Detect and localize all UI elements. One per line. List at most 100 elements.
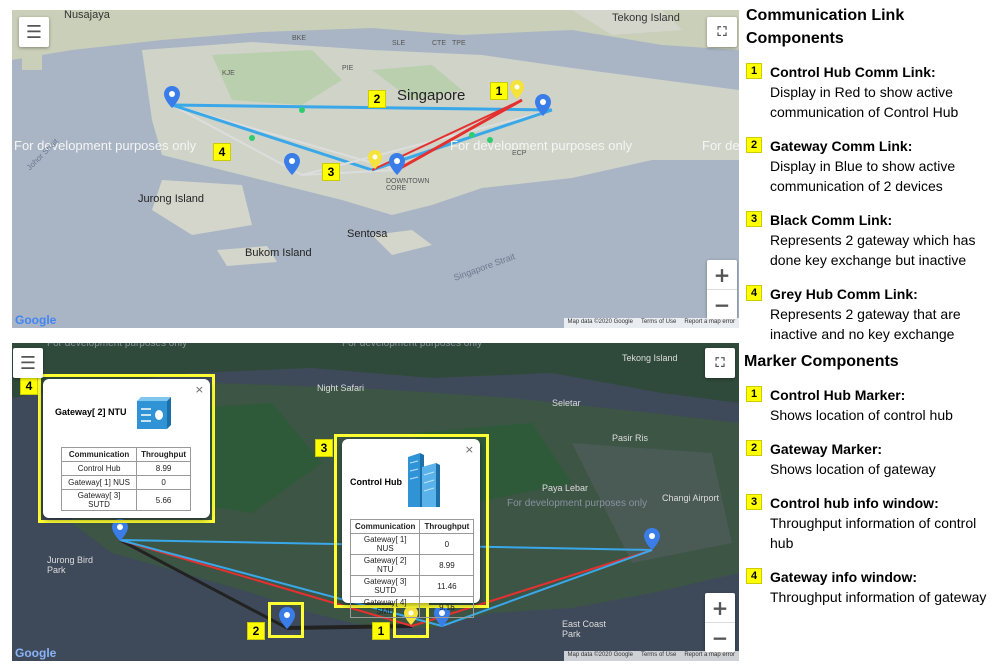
table-cell: Gateway[ 2] NTU (349, 554, 421, 576)
zoom-control: + − (705, 593, 735, 652)
label-changi: Changi Airport (662, 493, 720, 503)
legend-markers: Marker Components 1 Control Hub Marker: S… (740, 350, 1000, 621)
legend-item-desc: Shows location of control hub (770, 407, 953, 423)
label-downtown: DOWNTOWN CORE (386, 178, 430, 192)
hub-throughput-table: Communication Throughput Gateway[ 1] NUS… (349, 519, 475, 618)
label-tekong: Tekong Island (612, 12, 680, 24)
label-east-coast: East Coast Park (562, 619, 607, 639)
zoom-in-button[interactable]: + (713, 262, 731, 287)
zoom-divider (707, 289, 737, 290)
report-link[interactable]: Report a map error (684, 319, 735, 325)
table-cell: 8.99 (419, 554, 475, 576)
label-jurong-bird: Jurong Bird Park (47, 555, 94, 575)
legend-markers-heading: Marker Components (744, 353, 899, 370)
gateway-marker[interactable] (284, 153, 300, 177)
gateway-window-title: Gateway[ 2] NTU (55, 407, 127, 417)
legend-badge: 4 (746, 285, 762, 301)
watermark: For development purposes only (450, 138, 633, 153)
label-jurong-island: Jurong Island (138, 193, 205, 205)
table-cell: 0 (419, 533, 475, 555)
close-icon[interactable]: × (194, 383, 204, 396)
map-footer: Map data ©2020 Google Terms of Use Repor… (563, 318, 739, 328)
terms-link[interactable]: Terms of Use (640, 319, 677, 325)
gateway-marker[interactable] (644, 528, 660, 552)
legend-item-title: Gateway info window: (770, 569, 918, 585)
label-road-ecp: ECP (512, 150, 527, 157)
map-top[interactable]: For development purposes only For develo… (12, 10, 739, 328)
menu-icon: ☰ (19, 352, 37, 374)
label-road-bke: BKE (292, 35, 307, 42)
legend-item-desc: Display in Blue to show active communica… (770, 158, 956, 194)
zoom-in-button[interactable]: + (711, 595, 729, 620)
watermark: For development purposes only (47, 343, 188, 349)
badge-control-hub-link: 1 (490, 82, 508, 100)
table-cell: 8.99 (136, 461, 191, 476)
control-hub-marker[interactable] (510, 80, 524, 100)
table-cell: 9.16 (419, 596, 475, 618)
menu-button[interactable]: ☰ (13, 348, 43, 378)
google-logo-text: Google (15, 313, 57, 327)
table-cell: 11.46 (419, 575, 475, 597)
gateway-throughput-table: Communication Throughput Control Hub 8.9… (60, 447, 191, 511)
terms-link[interactable]: Terms of Use (640, 652, 677, 658)
legend-badge: 2 (746, 137, 762, 153)
legend-item: 2 Gateway Comm Link: Display in Blue to s… (740, 136, 1000, 196)
legend-item: 3 Control hub info window: Throughput inf… (740, 493, 1000, 553)
legend-links-heading: Communication Link Components (746, 7, 905, 47)
menu-button[interactable]: ☰ (19, 17, 49, 47)
fullscreen-button[interactable]: ⛶ (707, 17, 737, 47)
gateway-info-window: × Gateway[ 2] NTU Communication Throughp… (43, 379, 210, 518)
google-logo: Google (15, 313, 56, 327)
table-cell: 5.66 (136, 489, 191, 511)
legend-item-desc: Shows location of gateway (770, 461, 936, 477)
table-row: Control Hub 8.99 (60, 461, 191, 476)
gateway-marker[interactable] (389, 153, 405, 177)
badge-gateway-window: 4 (20, 377, 38, 395)
gateway-marker-highlight (268, 602, 304, 638)
label-night-safari: Night Safari (317, 383, 365, 393)
legend-badge: 1 (746, 386, 762, 402)
label-paya-lebar: Paya Lebar (542, 483, 589, 493)
gateway-device-icon (137, 397, 171, 429)
gateway-marker[interactable] (164, 86, 180, 110)
badge-hub-window: 3 (315, 439, 333, 457)
table-row: Gateway[ 2] NTU 8.99 (349, 554, 475, 576)
legend-badge: 4 (746, 568, 762, 584)
label-road-sle: SLE (392, 40, 406, 47)
gateway-marker[interactable] (112, 519, 128, 543)
legend-item-desc: Represents 2 gateway that are inactive a… (770, 306, 961, 342)
legend-links: Communication Link Components 1 Control … (740, 4, 1000, 358)
map-footer: Map data ©2020 Google Terms of Use Repor… (563, 651, 739, 661)
legend-item: 1 Control Hub Marker: Shows location of c… (740, 385, 1000, 425)
legend-item-title: Control Hub Comm Link: (770, 64, 936, 80)
gateway-marker[interactable] (279, 607, 295, 631)
zoom-out-button[interactable]: − (711, 625, 729, 650)
table-row: Gateway[ 4] SMU 9.16 (349, 596, 475, 618)
table-header: Communication (349, 519, 421, 534)
map-bottom[interactable]: For development purposes only For develo… (12, 343, 739, 661)
label-seletar: Seletar (552, 398, 581, 408)
label-sentosa: Sentosa (347, 228, 388, 240)
badge-black-link: 3 (322, 163, 340, 181)
gateway-window-highlight (38, 374, 215, 523)
zoom-divider (705, 622, 735, 623)
report-link[interactable]: Report a map error (684, 652, 735, 658)
legend-item: 4 Grey Hub Comm Link: Represents 2 gatewa… (740, 284, 1000, 344)
table-cell: Gateway[ 1] NUS (60, 475, 138, 490)
map-top-terrain (12, 10, 739, 328)
legend-item-desc: Display in Red to show active communicat… (770, 84, 959, 120)
control-hub-marker[interactable] (368, 150, 382, 170)
label-tekong: Tekong Island (622, 353, 678, 363)
legend-item-title: Gateway Comm Link: (770, 138, 913, 154)
legend-item-desc: Represents 2 gateway which has done key … (770, 232, 976, 268)
fullscreen-button[interactable]: ⛶ (705, 348, 735, 378)
close-icon[interactable]: × (464, 443, 474, 456)
building-icon (408, 453, 440, 507)
zoom-out-button[interactable]: − (713, 292, 731, 317)
map-data-text: Map data ©2020 Google (567, 319, 633, 325)
label-road-kje: KJE (222, 70, 235, 77)
table-cell: 0 (136, 475, 191, 490)
badge-grey-link: 4 (213, 143, 231, 161)
badge-gateway-marker: 2 (247, 622, 265, 640)
gateway-marker[interactable] (535, 94, 551, 118)
